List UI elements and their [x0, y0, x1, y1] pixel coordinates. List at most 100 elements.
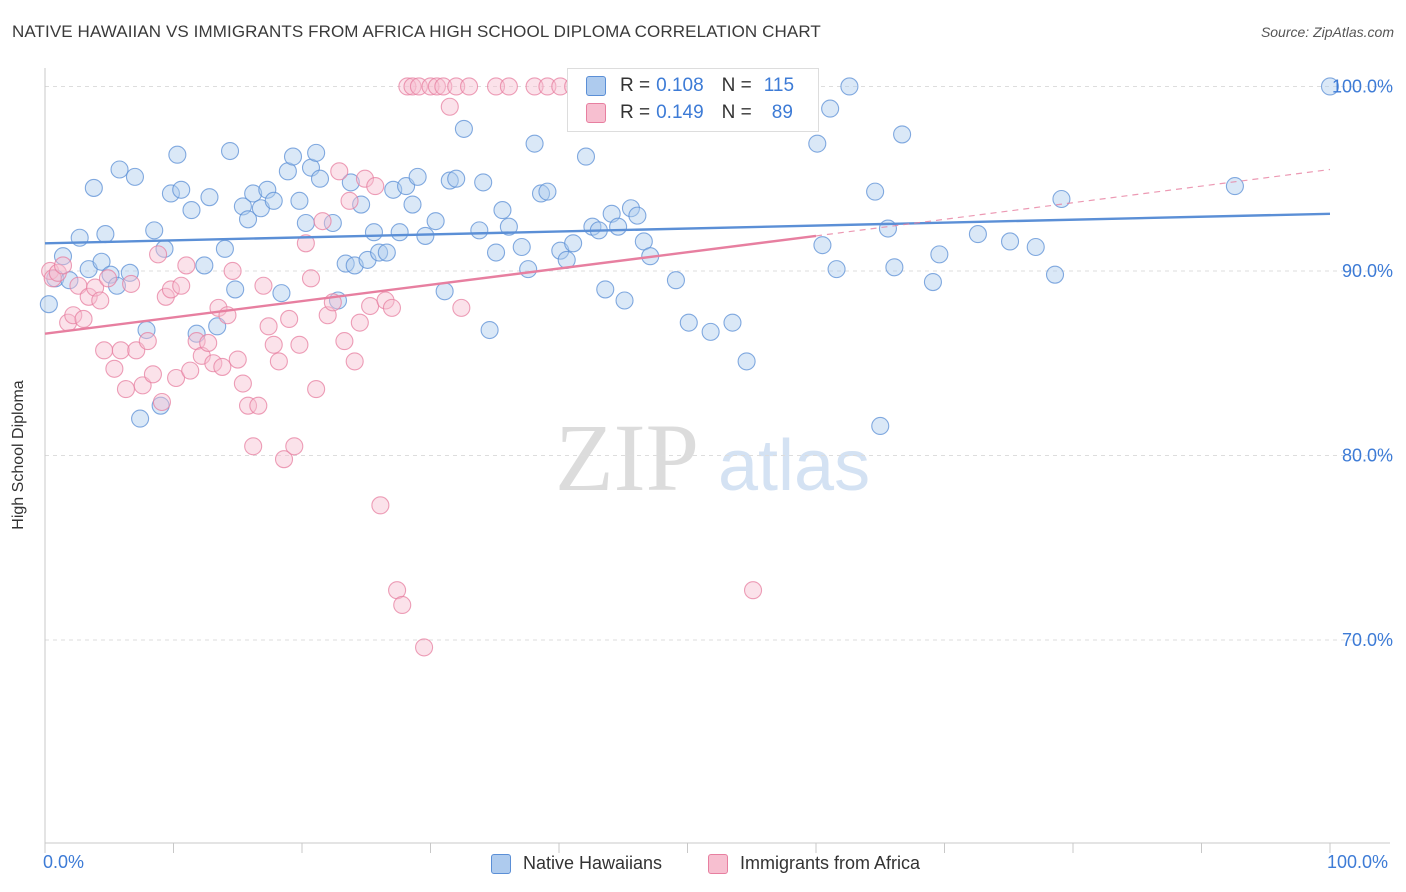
point-native-hawaiians	[341, 173, 360, 192]
point-native-hawaiians	[827, 260, 846, 279]
point-immigrants-africa	[233, 374, 252, 393]
point-immigrants-africa	[330, 162, 349, 181]
point-native-hawaiians	[666, 271, 685, 290]
point-native-hawaiians	[1320, 77, 1340, 96]
point-immigrants-africa	[111, 341, 130, 360]
point-immigrants-africa	[143, 365, 162, 384]
point-immigrants-africa	[95, 341, 114, 360]
point-immigrants-africa	[355, 169, 375, 188]
legend-label: Native Hawaiians	[523, 853, 663, 873]
point-immigrants-africa	[79, 287, 98, 306]
point-native-hawaiians	[310, 169, 330, 188]
point-native-hawaiians	[893, 125, 912, 144]
point-immigrants-africa	[459, 77, 479, 96]
point-native-hawaiians	[808, 134, 827, 153]
legend-r-label: R =	[620, 102, 651, 123]
point-native-hawaiians	[1225, 177, 1244, 196]
point-native-hawaiians	[107, 276, 127, 295]
legend-swatch-blue	[491, 853, 511, 874]
point-native-hawaiians	[871, 416, 890, 436]
point-native-hawaiians	[454, 119, 473, 138]
point-immigrants-africa	[361, 296, 380, 316]
point-immigrants-africa	[152, 392, 171, 412]
y-tick-label: 100.0%	[1332, 76, 1393, 96]
legend-n-value: 115	[763, 75, 795, 96]
watermark-atlas: atlas	[718, 426, 870, 506]
point-native-hawaiians	[336, 254, 355, 273]
point-immigrants-africa	[177, 256, 196, 275]
point-immigrants-africa	[538, 77, 557, 96]
point-native-hawaiians	[364, 223, 384, 242]
point-native-hawaiians	[480, 320, 499, 340]
point-native-hawaiians	[576, 147, 596, 166]
point-native-hawaiians	[564, 234, 583, 253]
point-immigrants-africa	[307, 380, 326, 399]
y-tick-label: 90.0%	[1342, 261, 1393, 281]
point-immigrants-africa	[403, 77, 422, 96]
point-immigrants-africa	[238, 396, 258, 415]
point-native-hawaiians	[525, 134, 544, 153]
point-immigrants-africa	[259, 317, 278, 336]
point-immigrants-africa	[434, 77, 453, 96]
point-immigrants-africa	[340, 191, 359, 210]
point-immigrants-africa	[313, 212, 332, 231]
point-native-hawaiians	[885, 258, 904, 277]
point-immigrants-africa	[274, 450, 294, 469]
point-native-hawaiians	[416, 226, 435, 245]
point-immigrants-africa	[350, 313, 369, 332]
point-immigrants-africa	[366, 177, 385, 196]
point-immigrants-africa	[53, 256, 73, 275]
point-immigrants-africa	[296, 234, 315, 253]
point-native-hawaiians	[244, 184, 263, 203]
point-immigrants-africa	[138, 332, 157, 351]
point-native-hawaiians	[258, 180, 277, 199]
point-native-hawaiians	[377, 243, 396, 262]
point-native-hawaiians	[737, 352, 756, 371]
point-native-hawaiians	[195, 256, 214, 275]
point-immigrants-africa	[181, 361, 200, 380]
point-native-hawaiians	[92, 252, 111, 271]
point-native-hawaiians	[615, 291, 634, 310]
point-immigrants-africa	[345, 352, 364, 371]
point-immigrants-africa	[376, 291, 395, 310]
y-tick-label: 70.0%	[1342, 630, 1393, 650]
point-immigrants-africa	[249, 396, 268, 415]
stats-legend: R = 0.108 N = 115 R = 0.149 N = 89	[567, 68, 819, 132]
point-immigrants-africa	[382, 298, 402, 317]
point-immigrants-africa	[228, 350, 247, 369]
point-native-hawaiians	[168, 145, 187, 164]
trend-line-native-hawaiians	[44, 212, 1331, 245]
point-native-hawaiians	[866, 182, 885, 201]
point-immigrants-africa	[244, 437, 263, 456]
point-immigrants-africa	[64, 306, 83, 325]
legend-swatch-pink	[586, 103, 606, 123]
watermark: ZIP atlas	[555, 404, 870, 511]
legend-r-value: 0.149	[656, 102, 704, 123]
point-native-hawaiians	[352, 195, 371, 214]
point-native-hawaiians	[53, 247, 73, 266]
point-immigrants-africa	[371, 496, 390, 515]
point-native-hawaiians	[679, 313, 698, 332]
point-immigrants-africa	[421, 77, 440, 96]
point-native-hawaiians	[628, 206, 647, 225]
point-immigrants-africa	[199, 333, 218, 352]
legend-n-label: N =	[721, 75, 752, 96]
point-immigrants-africa	[525, 77, 544, 96]
point-native-hawaiians	[370, 243, 389, 262]
trend-extension-immigrants-africa	[815, 168, 1331, 237]
legend-row-native-hawaiians: R = 0.108 N = 115	[586, 74, 794, 98]
point-native-hawaiians	[172, 180, 191, 199]
point-native-hawaiians	[1052, 189, 1071, 209]
point-immigrants-africa	[264, 335, 283, 354]
point-native-hawaiians	[878, 219, 898, 238]
point-native-hawaiians	[200, 188, 219, 207]
point-immigrants-africa	[223, 261, 242, 281]
legend-item-immigrants-africa: Immigrants from Africa	[708, 853, 920, 874]
point-native-hawaiians	[493, 201, 512, 220]
point-native-hawaiians	[84, 178, 103, 197]
series-legend: Native Hawaiians Immigrants from Africa	[0, 853, 1406, 877]
point-native-hawaiians	[96, 225, 115, 244]
watermark-zip: ZIP	[555, 404, 699, 511]
x-tick-label-max: 100.0%	[1327, 852, 1389, 872]
